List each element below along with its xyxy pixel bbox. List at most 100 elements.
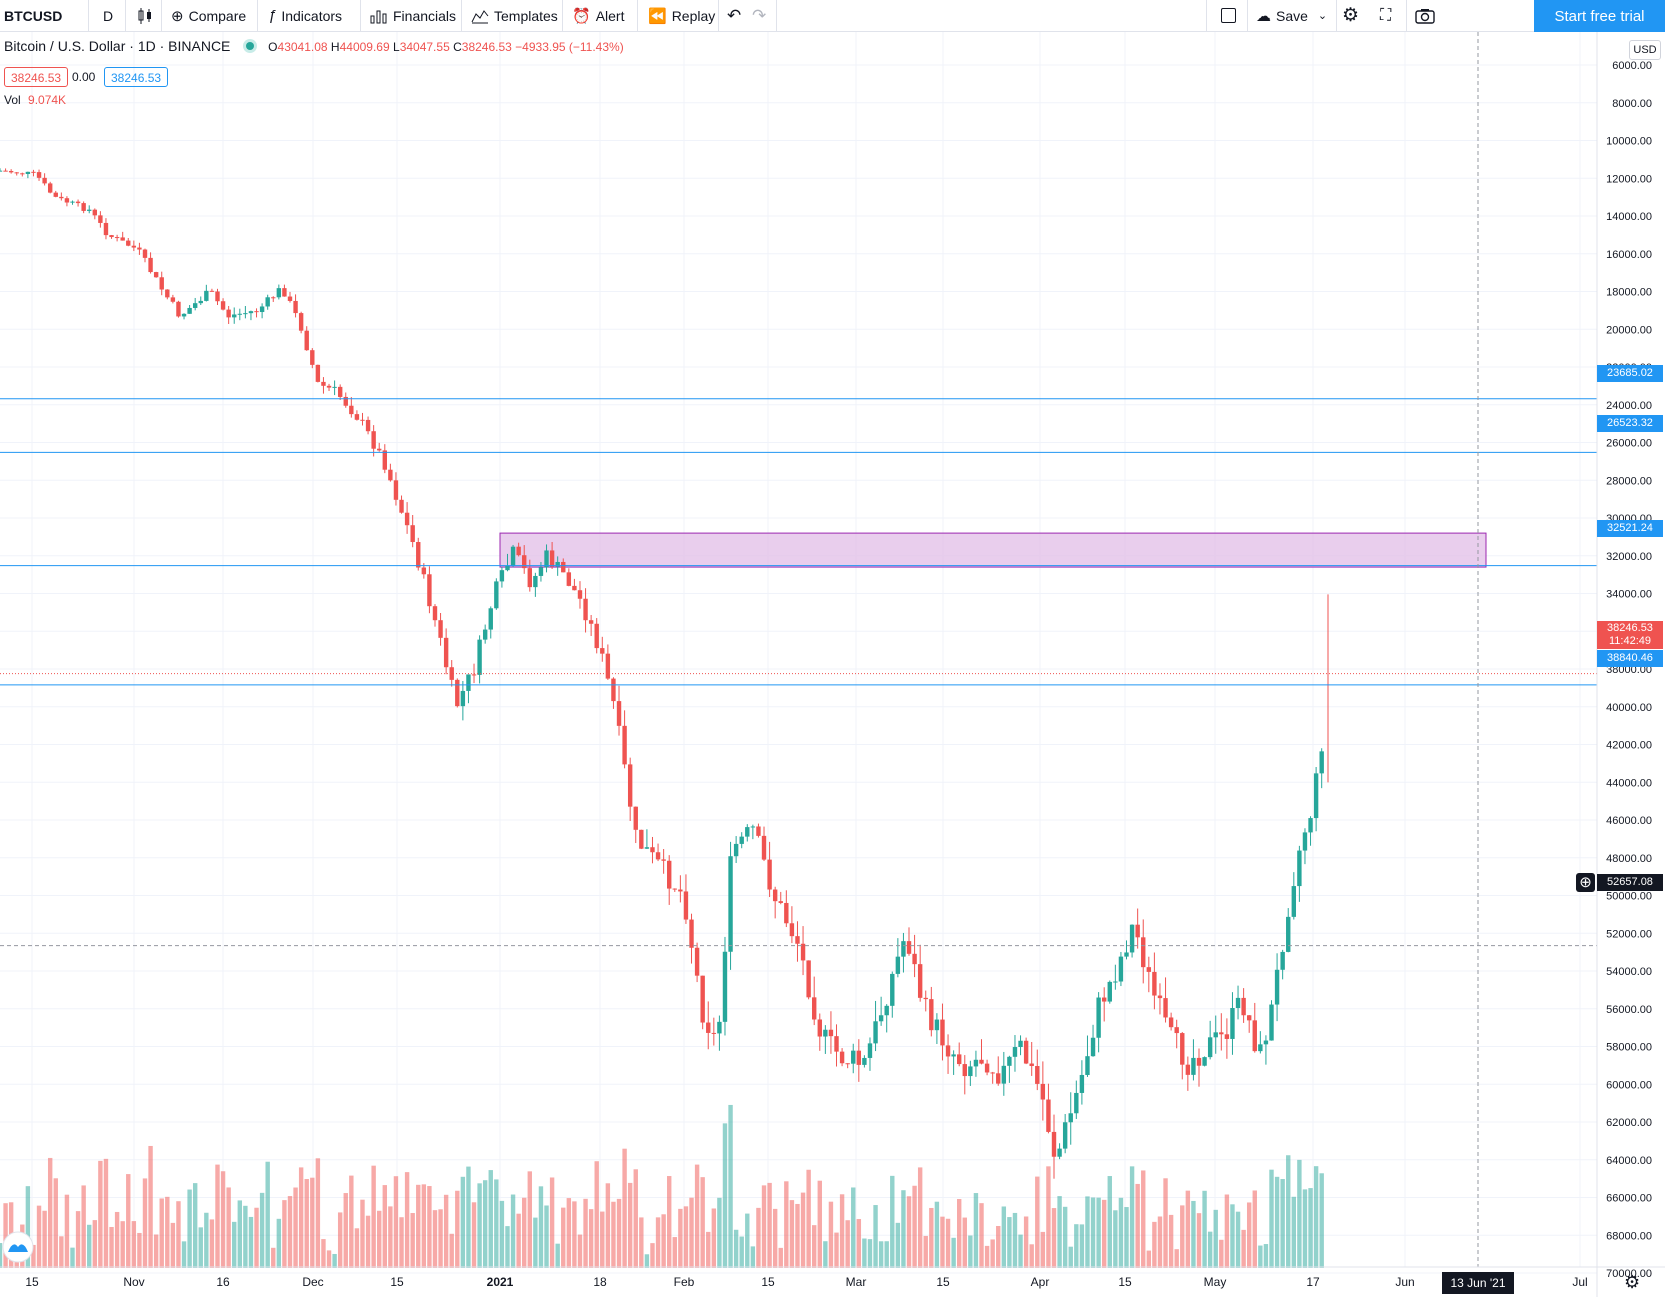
start-free-trial-button[interactable]: Start free trial: [1534, 0, 1665, 32]
indicators-button[interactable]: ƒ Indicators: [268, 0, 342, 31]
candle-body: [951, 1054, 956, 1057]
volume-bar: [823, 1241, 828, 1268]
candle-body: [137, 247, 142, 250]
candle-body: [421, 567, 427, 575]
settings-button[interactable]: ⚙: [1342, 0, 1359, 31]
volume-bar: [1174, 1249, 1179, 1268]
volume-bar: [906, 1196, 912, 1268]
crosshair-price-tag: 52657.08: [1597, 874, 1663, 891]
candle-body: [114, 237, 120, 239]
volume-bar: [31, 1244, 36, 1268]
price-axis-label: 58000.00: [1606, 1042, 1652, 1054]
templates-button[interactable]: Templates: [471, 0, 558, 31]
volume-bar: [254, 1207, 259, 1268]
add-alert-plus-icon[interactable]: ⊕: [1576, 873, 1595, 892]
volume-bar: [87, 1224, 92, 1268]
volume-bar: [605, 1183, 611, 1268]
volume-bar: [455, 1190, 460, 1268]
symbol-search[interactable]: BTCUSD: [4, 7, 63, 24]
candle-body: [98, 215, 103, 223]
candle-body: [1001, 1065, 1007, 1084]
volume-bar: [655, 1217, 661, 1268]
currency-unit-button[interactable]: USD: [1629, 40, 1661, 60]
volume-bar: [851, 1187, 856, 1268]
time-axis-label: Dec: [302, 1275, 323, 1289]
candle-body: [806, 960, 811, 998]
volume-bar: [187, 1189, 192, 1268]
candle-body: [867, 1043, 873, 1058]
volume-bar: [633, 1169, 638, 1268]
divider: [562, 0, 563, 31]
volume-bar: [1180, 1205, 1185, 1268]
divider: [776, 0, 777, 31]
candle-body: [176, 301, 181, 317]
sell-price-box[interactable]: 38246.53: [4, 67, 69, 87]
candle-body: [923, 997, 928, 1000]
open-key: O: [268, 40, 278, 54]
chart-type-button[interactable]: [136, 0, 154, 31]
candle-body: [1246, 1015, 1252, 1021]
volume-bar: [337, 1212, 343, 1268]
volume-bar: [544, 1205, 549, 1268]
financials-button[interactable]: Financials: [370, 0, 456, 31]
gear-icon[interactable]: ⚙: [1624, 1272, 1641, 1292]
candle-body: [1207, 1037, 1213, 1058]
snapshot-button[interactable]: [1415, 0, 1435, 31]
candle-body: [232, 314, 237, 318]
candle-body: [639, 829, 644, 849]
candle-body: [293, 300, 298, 314]
volume-bar: [912, 1185, 917, 1268]
alert-button[interactable]: ⏰ Alert: [572, 0, 624, 31]
volume-legend: Vol 9.074K: [4, 93, 66, 107]
undo-button[interactable]: ↶: [727, 0, 741, 31]
candle-body: [287, 296, 293, 301]
candle-body: [823, 1029, 828, 1037]
volume-bar: [1152, 1221, 1157, 1268]
price-axis-label: 64000.00: [1606, 1155, 1652, 1167]
candle-body: [812, 997, 817, 1020]
high-value: 44009.69: [339, 40, 390, 54]
candle-body: [1018, 1040, 1023, 1048]
candle-body: [945, 1045, 951, 1057]
volume-bar: [683, 1206, 689, 1268]
buy-price-box[interactable]: 38246.53: [104, 67, 169, 87]
interval-button[interactable]: D: [103, 7, 114, 24]
candle-body: [962, 1064, 967, 1077]
volume-bar: [1141, 1170, 1146, 1268]
candle-body: [354, 414, 360, 420]
compare-button[interactable]: ⊕ Compare: [171, 0, 246, 31]
replay-button[interactable]: ⏪ Replay: [648, 0, 715, 31]
candle-body: [1157, 995, 1163, 999]
volume-bar: [510, 1194, 516, 1268]
volume-bar: [443, 1194, 449, 1268]
volume-bar: [438, 1209, 443, 1268]
volume-bar: [555, 1243, 560, 1268]
candle-body: [165, 289, 170, 298]
volume-bar: [856, 1219, 862, 1268]
high-key: H: [330, 40, 340, 54]
candle-body: [778, 901, 783, 903]
layout-button[interactable]: [1221, 0, 1236, 31]
volume-bar: [499, 1200, 505, 1268]
candle-body: [878, 1015, 884, 1022]
fullscreen-button[interactable]: ⛶: [1380, 0, 1391, 31]
last-price-tag: 38246.53 11:42:49: [1597, 621, 1663, 649]
candle-body: [404, 512, 410, 526]
volume-bar: [92, 1220, 98, 1268]
financials-label: Financials: [393, 7, 457, 24]
volume-bar: [1241, 1229, 1246, 1268]
save-button[interactable]: ☁ Save ⌄: [1256, 0, 1327, 31]
fullscreen-icon: ⛶: [1380, 6, 1392, 24]
volume-bar: [516, 1213, 521, 1268]
redo-button[interactable]: ↷: [752, 0, 766, 31]
volume-bar: [990, 1239, 995, 1268]
candle-body: [466, 674, 471, 691]
volume-bar: [873, 1205, 878, 1268]
volume-bar: [1252, 1190, 1257, 1268]
symbol-title[interactable]: Bitcoin / U.S. Dollar · 1D · BINANCE: [4, 38, 231, 54]
candle-body: [533, 575, 538, 588]
highlight-zone-rectangle[interactable]: [499, 532, 1487, 568]
candle-body: [42, 177, 47, 184]
volume-bar: [672, 1237, 677, 1268]
